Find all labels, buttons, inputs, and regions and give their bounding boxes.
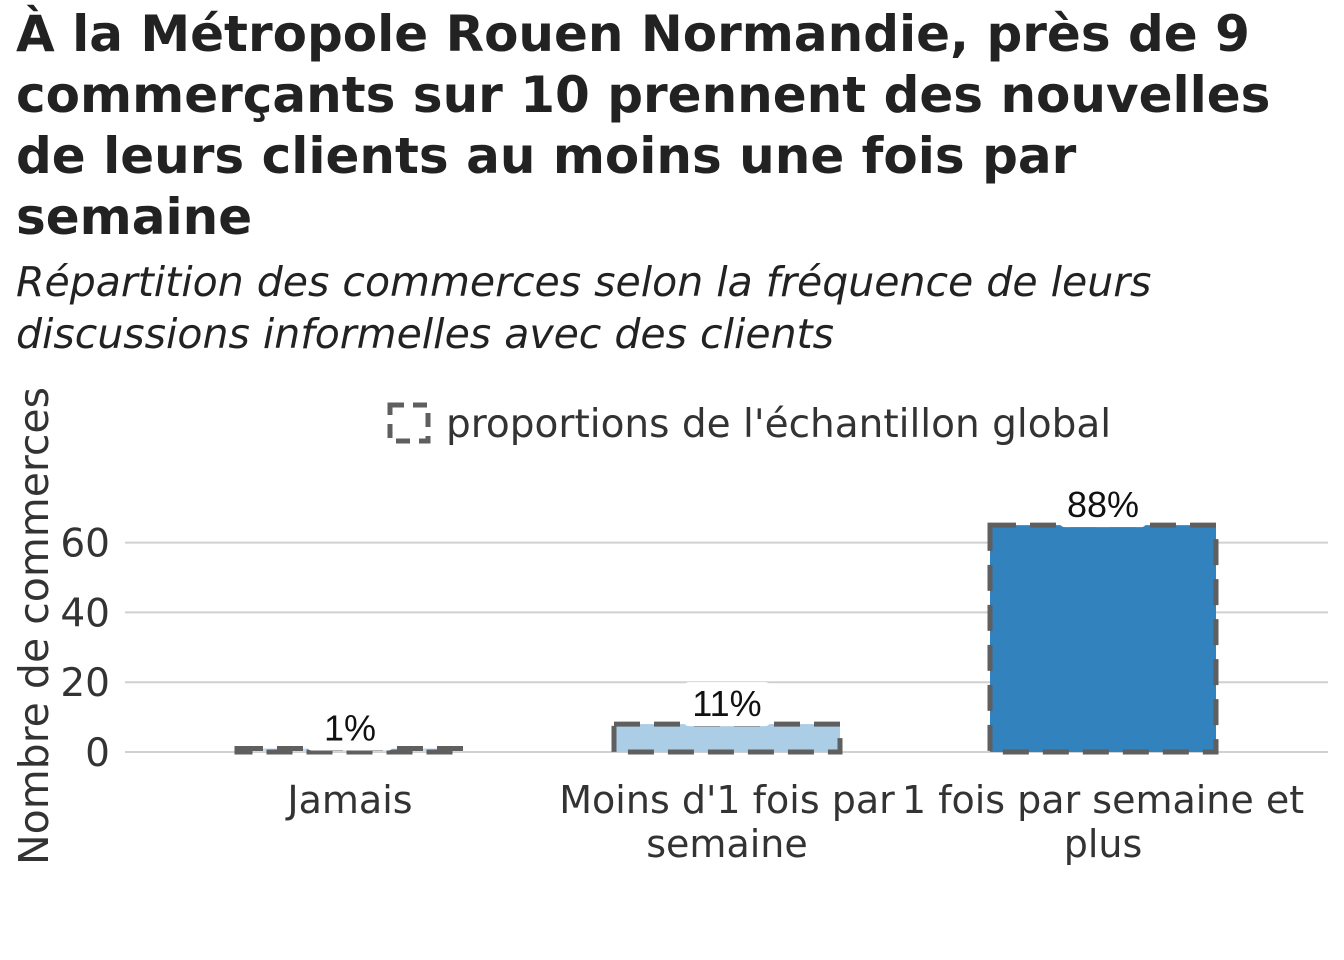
legend-label: proportions de l'échantillon global — [446, 402, 1111, 447]
legend: proportions de l'échantillon global — [387, 402, 1111, 447]
x-tick-label: semaine — [646, 822, 808, 866]
bar-label: 11% — [692, 683, 761, 724]
bar — [990, 525, 1216, 752]
x-tick-label: Jamais — [285, 778, 412, 822]
chart-title: À la Métropole Rouen Normandie, près de … — [16, 5, 1271, 246]
bar-label-background — [683, 682, 771, 727]
reference-outline — [611, 721, 843, 755]
bars — [237, 525, 1216, 752]
reference-outline — [234, 746, 466, 755]
x-tick-label: Moins d'1 fois par — [559, 778, 895, 822]
bar-label: 88% — [1067, 484, 1139, 525]
bar-label-background — [1059, 483, 1147, 528]
y-tick-label: 0 — [85, 731, 110, 776]
y-tick-label: 40 — [60, 591, 110, 636]
reference-outlines — [234, 522, 1219, 755]
x-tick-label: 1 fois par semaine et — [902, 778, 1304, 822]
bar-labels: 1% 11% 88% — [306, 483, 1147, 751]
bar — [614, 724, 840, 752]
y-axis-ticks: 0 20 40 60 — [60, 522, 110, 776]
bar-label: 1% — [324, 708, 376, 749]
y-axis-title: Nombre de commerces — [10, 387, 58, 865]
y-tick-label: 20 — [60, 661, 110, 706]
bar-label-background — [306, 706, 394, 751]
x-tick-label: plus — [1064, 822, 1143, 866]
chart-subtitle: Répartition des commerces selon la fréqu… — [16, 258, 1152, 358]
y-tick-label: 60 — [60, 522, 110, 567]
legend-key — [387, 402, 431, 444]
reference-outline — [987, 522, 1219, 755]
